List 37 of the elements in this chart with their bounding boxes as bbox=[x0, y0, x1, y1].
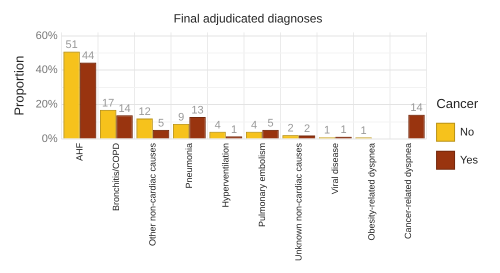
x-tick-label: Other non-cardiac causes bbox=[147, 142, 158, 246]
y-axis-title: Proportion bbox=[11, 56, 26, 116]
x-tick-label: Viral disease bbox=[330, 142, 340, 194]
data-label: 12 bbox=[138, 106, 151, 118]
data-label: 4 bbox=[251, 119, 258, 132]
data-label: 1 bbox=[360, 125, 367, 138]
data-label: 4 bbox=[214, 119, 221, 132]
y-tick-label: 0% bbox=[42, 132, 58, 145]
data-label: 13 bbox=[191, 104, 204, 116]
data-label: 5 bbox=[267, 117, 274, 130]
x-tick-label: Cancer-related dyspnea bbox=[402, 142, 413, 239]
x-tick-label: Obesity-related dyspnea bbox=[366, 142, 376, 240]
y-tick-label: 60% bbox=[36, 30, 58, 42]
legend-label: Yes bbox=[460, 154, 478, 166]
data-label: 2 bbox=[288, 122, 294, 135]
x-tick-label: Unknown non-cardiac causes bbox=[293, 142, 304, 262]
x-tick-label: Pneumonia bbox=[184, 142, 194, 188]
data-label: 17 bbox=[102, 97, 114, 110]
x-tick-label: Pulmonary embolism bbox=[256, 142, 267, 227]
chart-title: Final adjudicated diagnoses bbox=[174, 12, 322, 26]
data-label: 44 bbox=[82, 50, 94, 62]
data-label: 14 bbox=[410, 102, 423, 114]
legend-title: Cancer bbox=[436, 96, 479, 111]
data-label: 5 bbox=[158, 117, 164, 130]
legend-label: No bbox=[460, 126, 474, 138]
data-label: 14 bbox=[118, 102, 131, 115]
x-tick-label: AHF bbox=[74, 142, 84, 161]
data-label: 51 bbox=[66, 39, 78, 52]
data-label: 1 bbox=[340, 124, 347, 136]
y-tick-label: 40% bbox=[36, 64, 58, 76]
y-tick-label: 20% bbox=[36, 98, 58, 111]
data-label: 1 bbox=[230, 124, 238, 136]
x-tick-label: Bronchitis/COPD bbox=[110, 142, 121, 211]
data-label: 2 bbox=[304, 123, 310, 136]
data-label: 1 bbox=[324, 124, 330, 137]
data-label: 9 bbox=[178, 111, 184, 124]
x-tick-label: Hyperventilation bbox=[220, 142, 230, 208]
